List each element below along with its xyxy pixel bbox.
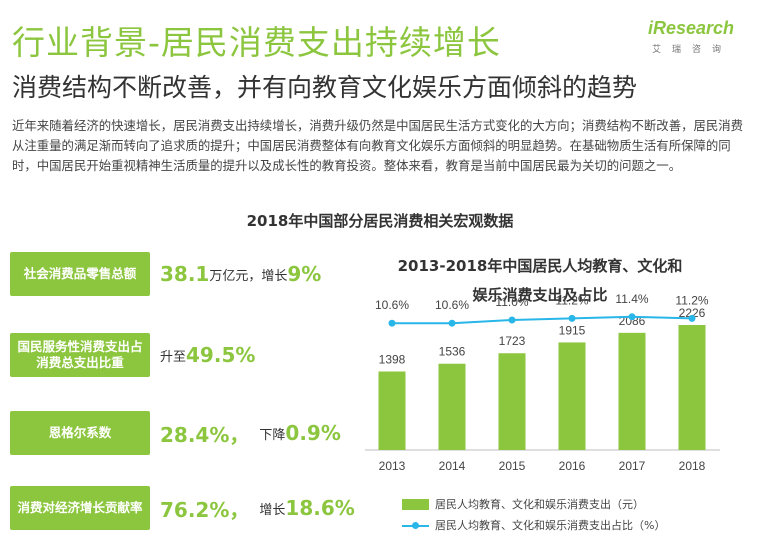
bar-value-label-2018: 2226 — [679, 306, 706, 320]
share-point-2014 — [448, 319, 456, 327]
share-point-2018 — [688, 314, 696, 322]
service-consumption-prefix: 升至 — [160, 349, 187, 365]
x-tick-label-2017: 2017 — [619, 459, 646, 473]
metric-label-engel-coefficient: 恩格尔系数 — [10, 411, 150, 455]
metric-label-consumption-contribution: 消费对经济增长贡献率 — [10, 486, 150, 530]
chart-title-line-1: 2013-2018年中国居民人均教育、文化和 — [397, 257, 683, 275]
engel-coefficient-value: 28.4%， — [160, 422, 250, 447]
bar-2018 — [678, 324, 706, 450]
engel-coefficient-change: 0.9% — [285, 421, 341, 445]
bar-2016 — [558, 342, 586, 450]
legend-item-share: 居民人均教育、文化和娱乐消费支出占比（%） — [402, 517, 665, 533]
bar-2014 — [438, 363, 466, 450]
logo-wordmark: iResearch — [648, 18, 735, 38]
metric-value-engel-coefficient: 28.4%， 下降 0.9% — [160, 411, 341, 455]
logo-chinese: 艾瑞咨询 — [652, 45, 733, 55]
consumption-contribution-value: 76.2%， — [160, 497, 250, 522]
chart-title: 2013-2018年中国居民人均教育、文化和 娱乐消费支出及占比 — [380, 252, 700, 310]
bar-value-label-2013: 1398 — [379, 352, 406, 366]
share-point-2013 — [388, 319, 396, 327]
share-label-2014: 10.6% — [435, 298, 469, 312]
metric-label-service-consumption: 国民服务性消费支出占消费总支出比重 — [10, 333, 150, 377]
share-label-2017: 11.4% — [615, 292, 648, 306]
metric-label-retail-sales: 社会消费品零售总额 — [10, 252, 150, 296]
x-tick-label-2014: 2014 — [439, 459, 466, 473]
share-point-2017 — [628, 313, 636, 321]
consumption-contribution-change-prefix: 增长 — [259, 502, 286, 518]
legend-item-spending: 居民人均教育、文化和娱乐消费支出（元） — [402, 496, 644, 512]
section-title: 2018年中国部分居民消费相关宏观数据 — [246, 212, 514, 230]
share-label-2018: 11.2% — [675, 293, 708, 307]
metric-value-retail-sales: 38.1 万亿元，增长 9% — [160, 252, 321, 296]
bar-value-label-2014: 1536 — [439, 345, 466, 359]
chart-title-line-2: 娱乐消费支出及占比 — [472, 286, 608, 304]
bar-2015 — [498, 353, 526, 450]
service-consumption-value: 49.5% — [186, 343, 256, 367]
iresearch-logo: iResearch 艾瑞咨询 — [648, 18, 756, 62]
share-label-2016: 11.2% — [555, 293, 588, 307]
x-tick-label-2018: 2018 — [679, 459, 706, 473]
x-tick-label-2015: 2015 — [499, 459, 526, 473]
legend-label-spending: 居民人均教育、文化和娱乐消费支出（元） — [435, 498, 644, 511]
page-title: 行业背景-居民消费支出持续增长 — [12, 23, 501, 62]
legend-bar-swatch — [402, 498, 429, 510]
retail-sales-growth: 9% — [287, 262, 322, 286]
retail-sales-value: 38.1 — [160, 262, 210, 286]
x-tick-label-2013: 2013 — [379, 459, 406, 473]
share-point-2015 — [508, 316, 516, 324]
share-label-2013: 10.6% — [375, 298, 409, 312]
bar-2017 — [618, 332, 646, 450]
retail-sales-unit: 万亿元，增长 — [209, 268, 288, 284]
consumption-contribution-change: 18.6% — [285, 496, 355, 520]
intro-paragraph: 近年来随着经济的快速增长，居民消费支出持续增长，消费升级仍然是中国居民生活方式变… — [12, 118, 744, 173]
engel-coefficient-change-prefix: 下降 — [259, 427, 286, 443]
page-subtitle: 消费结构不断改善，并有向教育文化娱乐方面倾斜的趋势 — [12, 73, 638, 102]
bar-value-label-2015: 1723 — [499, 334, 526, 348]
legend-label-share: 居民人均教育、文化和娱乐消费支出占比（%） — [435, 519, 666, 532]
bar-2013 — [378, 371, 406, 450]
share-label-2015: 11.0% — [495, 295, 528, 309]
share-point-2016 — [568, 314, 576, 322]
x-tick-label-2016: 2016 — [559, 459, 586, 473]
metric-value-service-consumption: 升至 49.5% — [160, 333, 255, 377]
share-line — [392, 315, 693, 325]
metric-value-consumption-contribution: 76.2%， 增长 18.6% — [160, 486, 355, 530]
bar-value-label-2016: 1915 — [559, 323, 586, 337]
legend-line-swatch — [402, 520, 429, 531]
